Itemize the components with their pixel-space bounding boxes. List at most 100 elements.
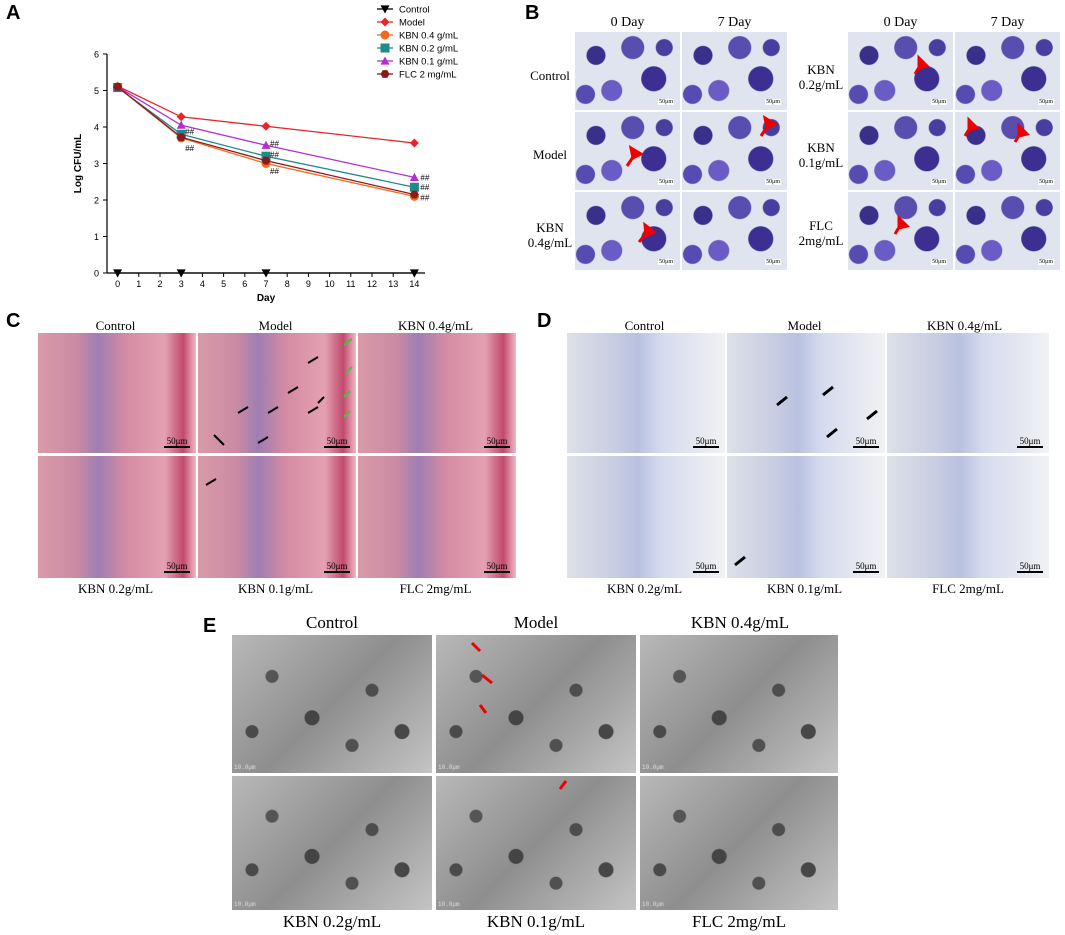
data-point [261,121,271,131]
d-label-model: Model [787,318,822,333]
pas-control: 50μm [567,333,725,453]
e-label-kbn01: KBN 0.1g/mL [486,912,586,931]
e-label-kbn02: KBN 0.2g/mL [282,912,382,931]
sem-flc: 10.0μm [640,776,838,910]
data-point [113,269,123,278]
legend-label: KBN 0.2 g/mL [399,44,458,55]
sem-kbn01: 10.0μm [436,776,636,910]
x-tick-label: 8 [285,279,290,289]
x-tick-label: 2 [157,279,162,289]
black-arrows-d [734,385,878,567]
cytology-kbn04-day7: 50μm [682,192,787,270]
x-tick-label: 11 [346,279,355,289]
series-line [117,85,415,144]
cytology-flc-day0: 50μm [848,192,953,270]
y-tick-label: 0 [94,269,99,279]
legend-label: Control [399,5,430,16]
sem-kbn02: 10.0μm [232,776,432,910]
x-tick-label: 4 [200,279,205,289]
col-label-7day-left: 7 Day [717,15,752,30]
legend-marker [380,30,390,40]
significance-label: ## [270,151,279,160]
data-point [261,140,271,149]
col-label-0day-right: 0 Day [883,15,918,30]
row-label-flc: FLC 2mg/mL [798,218,844,248]
y-tick-label: 1 [94,232,99,242]
row-label-control: Control [530,68,570,83]
c-label-kbn02: KBN 0.2g/mL [77,581,154,596]
cytology-flc-day7: 50μm [955,192,1060,270]
cytology-kbn02-day7: 50μm [955,32,1060,110]
significance-label: ## [420,193,429,202]
x-tick-label: 9 [306,279,311,289]
x-tick-label: 10 [325,279,335,289]
he-model: 50μm [198,333,356,453]
data-point [409,269,419,278]
significance-label: ## [185,127,194,136]
significance-label: ## [270,139,279,148]
c-label-kbn04: KBN 0.4g/mL [397,318,474,333]
legend-marker [380,70,390,78]
c-label-control: Control [95,318,136,333]
e-label-kbn04: KBN 0.4g/mL [690,613,790,632]
x-tick-label: 7 [263,279,268,289]
data-point [261,156,271,165]
he-flc: 50μm [358,456,516,578]
sem-control: 10.0μm [232,635,432,773]
legend-label: KBN 0.1 g/mL [399,57,458,68]
y-tick-label: 3 [94,159,99,169]
d-label-control: Control [624,318,665,333]
series-line [117,86,415,196]
sem-kbn04: 10.0μm [640,635,838,773]
y-tick-label: 5 [94,86,99,96]
he-kbn04: 50μm [358,333,516,453]
d-label-kbn04: KBN 0.4g/mL [926,318,1003,333]
pas-model: 50μm [727,333,885,453]
panel-label-e: E [203,615,217,637]
row-label-kbn02: KBN 0.2g/mL [798,62,844,92]
data-point [176,133,186,142]
data-point [409,182,419,192]
red-arrows-b [625,54,1030,243]
significance-label: ## [420,183,429,192]
he-control: 50μm [38,333,196,453]
legend-marker [380,56,390,65]
legend-marker [380,17,390,27]
x-axis-label: Day [257,293,276,304]
col-label-7day-right: 7 Day [990,15,1025,30]
pas-flc: 50μm [887,456,1049,578]
he-kbn02: 50μm [38,456,196,578]
c-label-model: Model [258,318,293,333]
significance-label: ## [270,167,279,176]
data-point [176,269,186,278]
legend-label: KBN 0.4 g/mL [399,31,458,42]
cytology-control-day0: 50μm [575,32,680,110]
sem-model: 10.0μm [436,635,636,773]
x-tick-label: 0 [115,279,120,289]
legend-marker [380,5,390,14]
x-tick-label: 6 [242,279,247,289]
pas-kbn04: 50μm [887,333,1049,453]
e-label-flc: FLC 2mg/mL [692,912,786,931]
red-arrows-e [470,641,568,790]
data-point [176,120,186,129]
panel-label-b: B [525,2,540,24]
data-point [176,112,186,122]
y-tick-label: 6 [94,50,99,60]
cytology-kbn04-day0: 50μm [575,192,680,270]
c-label-flc: FLC 2mg/mL [399,581,472,596]
d-label-kbn02: KBN 0.2g/mL [606,581,683,596]
d-label-kbn01: KBN 0.1g/mL [766,581,843,596]
legend-label: FLC 2 mg/mL [399,70,457,81]
legend-label: Model [399,18,425,29]
row-label-kbn01: KBN 0.1g/mL [798,140,844,170]
pas-kbn01: 50μm [727,456,885,578]
black-arrows-c [205,338,353,486]
panel-label-d: D [537,310,552,332]
data-point [261,269,271,278]
series-line [117,86,415,179]
x-tick-label: 5 [221,279,226,289]
data-point [113,82,123,91]
e-label-control: Control [306,613,358,632]
